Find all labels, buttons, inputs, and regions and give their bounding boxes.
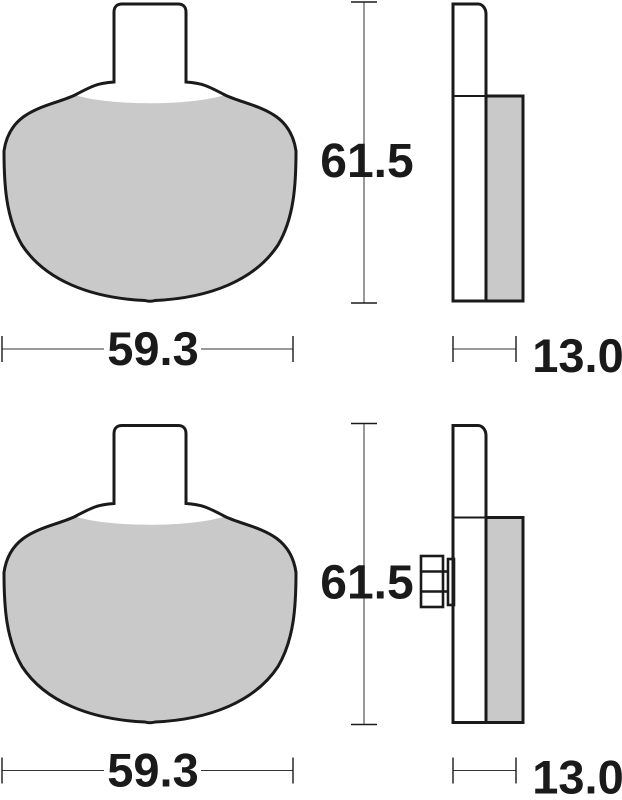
svg-text:59.3: 59.3 xyxy=(107,322,198,375)
svg-text:61.5: 61.5 xyxy=(320,135,413,188)
svg-text:13.0: 13.0 xyxy=(532,329,622,382)
